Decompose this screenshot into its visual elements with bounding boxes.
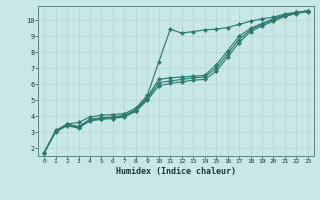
X-axis label: Humidex (Indice chaleur): Humidex (Indice chaleur) — [116, 167, 236, 176]
